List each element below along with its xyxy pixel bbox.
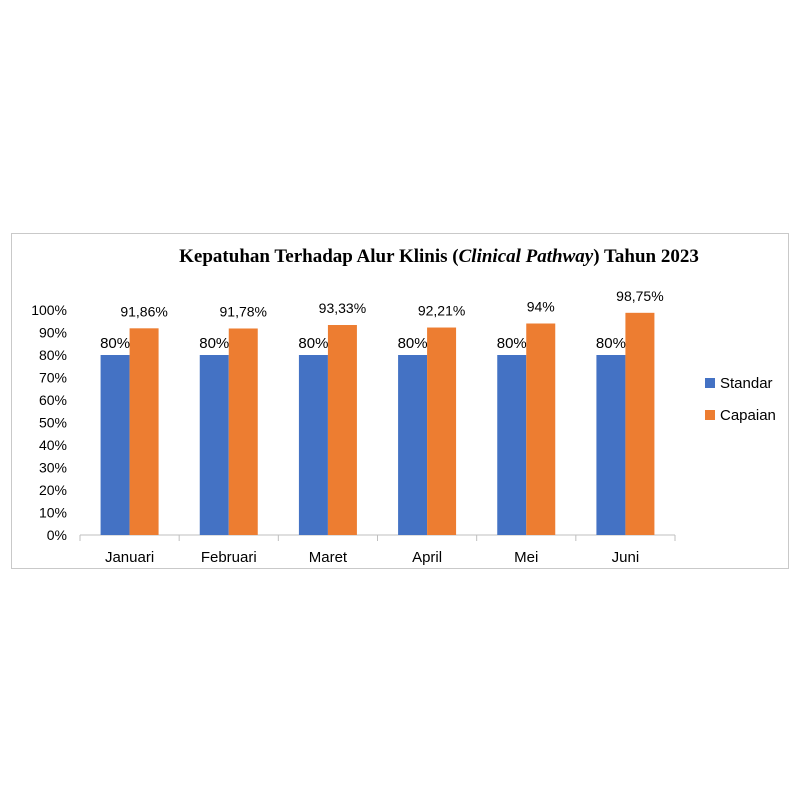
legend-swatch bbox=[705, 410, 715, 420]
capaian-data-label: 94% bbox=[527, 299, 555, 315]
capaian-bar bbox=[625, 312, 655, 535]
legend-swatch bbox=[705, 378, 715, 388]
capaian-bar bbox=[129, 328, 159, 535]
capaian-data-label: 93,33% bbox=[319, 300, 366, 316]
y-tick-label: 0% bbox=[47, 527, 67, 543]
x-tick-label: April bbox=[412, 549, 442, 566]
capaian-bar bbox=[526, 323, 556, 535]
capaian-bar bbox=[427, 327, 457, 535]
y-tick-label: 10% bbox=[39, 505, 67, 521]
x-tick-label: Januari bbox=[105, 549, 154, 566]
capaian-data-label: 98,75% bbox=[616, 288, 663, 304]
y-tick-label: 30% bbox=[39, 460, 67, 476]
x-tick-label: Mei bbox=[514, 549, 538, 566]
y-tick-label: 100% bbox=[31, 302, 67, 318]
legend-label: Capaian bbox=[720, 407, 776, 424]
standar-data-label: 80% bbox=[497, 335, 527, 352]
standar-bar bbox=[398, 355, 428, 535]
x-tick-label: Februari bbox=[201, 549, 257, 566]
y-tick-label: 90% bbox=[39, 325, 67, 341]
x-tick-label: Maret bbox=[309, 549, 348, 566]
standar-data-label: 80% bbox=[398, 335, 428, 352]
y-tick-label: 40% bbox=[39, 437, 67, 453]
legend-label: Standar bbox=[720, 375, 773, 392]
standar-bar bbox=[497, 355, 527, 535]
y-tick-label: 20% bbox=[39, 482, 67, 498]
y-tick-label: 80% bbox=[39, 347, 67, 363]
standar-data-label: 80% bbox=[199, 335, 229, 352]
chart-title: Kepatuhan Terhadap Alur Klinis (Clinical… bbox=[179, 246, 699, 267]
standar-data-label: 80% bbox=[596, 335, 626, 352]
capaian-data-label: 91,86% bbox=[120, 303, 167, 319]
y-tick-label: 60% bbox=[39, 392, 67, 408]
standar-bar bbox=[596, 355, 626, 535]
capaian-data-label: 91,78% bbox=[220, 303, 267, 319]
y-tick-label: 50% bbox=[39, 415, 67, 431]
capaian-bar bbox=[228, 328, 258, 535]
standar-data-label: 80% bbox=[100, 335, 130, 352]
capaian-bar bbox=[327, 325, 357, 535]
standar-bar bbox=[100, 355, 130, 535]
standar-bar bbox=[199, 355, 229, 535]
standar-bar bbox=[298, 355, 328, 535]
x-tick-label: Juni bbox=[612, 549, 640, 566]
standar-data-label: 80% bbox=[298, 335, 328, 352]
capaian-data-label: 92,21% bbox=[418, 303, 465, 319]
y-tick-label: 70% bbox=[39, 370, 67, 386]
